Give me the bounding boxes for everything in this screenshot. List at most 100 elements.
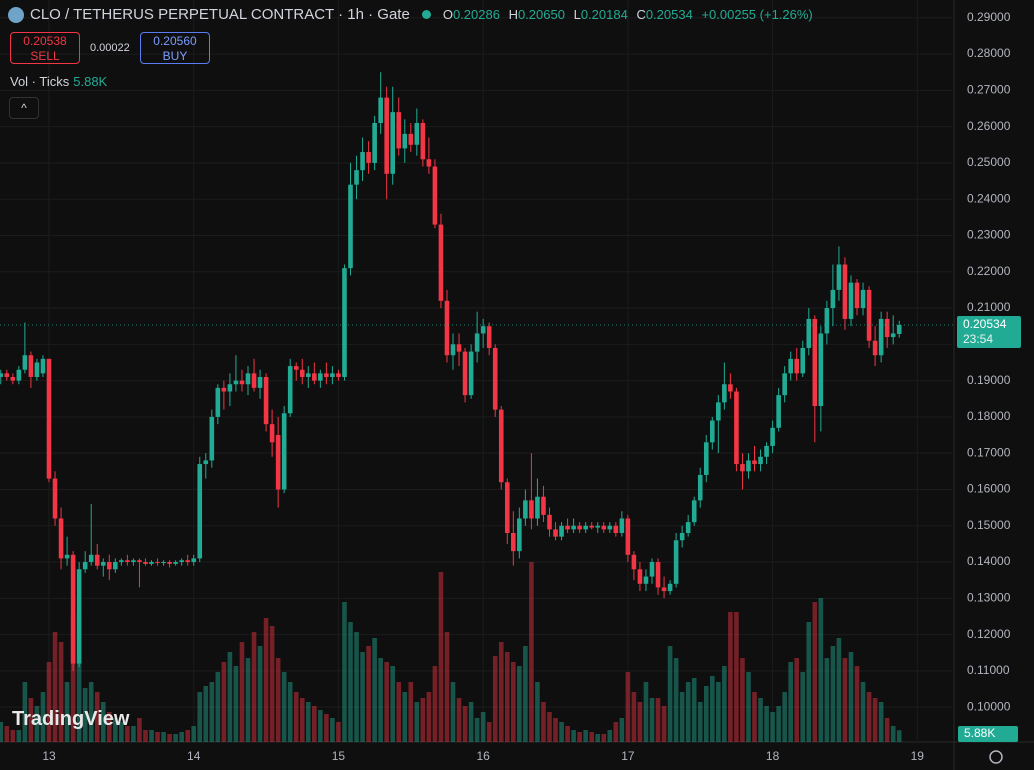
volume-bar bbox=[70, 618, 76, 742]
volume-bar bbox=[685, 682, 691, 742]
volume-bar bbox=[710, 676, 715, 742]
candle-body bbox=[88, 554, 94, 563]
candle-body bbox=[384, 97, 389, 174]
candle-body bbox=[565, 525, 570, 530]
candle-body bbox=[571, 525, 576, 530]
volume-bar bbox=[64, 682, 70, 742]
candle-body bbox=[46, 358, 52, 479]
candle-body bbox=[348, 184, 353, 269]
candle-body bbox=[517, 518, 522, 552]
volume-bar bbox=[348, 622, 353, 742]
volume-bar bbox=[619, 718, 625, 742]
volume-bar bbox=[354, 632, 359, 742]
volume-bar bbox=[52, 632, 58, 742]
volume-bar bbox=[842, 658, 848, 742]
x-tick-label: 15 bbox=[332, 749, 346, 763]
volume-bar bbox=[571, 730, 576, 742]
candle-body bbox=[511, 533, 516, 552]
volume-bar bbox=[462, 706, 468, 742]
volume-bar bbox=[185, 730, 190, 742]
volume-bar bbox=[884, 718, 890, 742]
candle-body bbox=[94, 554, 100, 566]
volume-bar bbox=[896, 730, 902, 742]
volume-bar bbox=[432, 666, 438, 742]
volume-bar bbox=[426, 692, 432, 742]
open-value: 0.20286 bbox=[452, 7, 500, 22]
volume-bar bbox=[565, 726, 570, 742]
candle-body bbox=[372, 123, 377, 163]
candle-body bbox=[818, 333, 824, 407]
y-tick-label: 0.29000 bbox=[967, 10, 1011, 24]
x-tick-label: 18 bbox=[766, 749, 780, 763]
candle-body bbox=[716, 402, 721, 421]
volume-bar bbox=[209, 682, 215, 742]
volume-bar bbox=[119, 722, 124, 742]
candle-body bbox=[305, 373, 311, 377]
x-tick-label: 17 bbox=[621, 749, 635, 763]
y-tick-label: 0.21000 bbox=[967, 300, 1011, 314]
candle-body bbox=[866, 289, 872, 341]
candle-body bbox=[251, 373, 257, 388]
y-tick-label: 0.25000 bbox=[967, 155, 1011, 169]
volume-bar bbox=[559, 722, 564, 742]
volume-bar bbox=[197, 692, 203, 742]
volume-bar bbox=[577, 732, 582, 742]
candle-body bbox=[710, 420, 715, 443]
volume-bar bbox=[125, 726, 130, 742]
volume-bar bbox=[28, 698, 34, 742]
symbol-title[interactable]: CLO / TETHERUS PERPETUAL CONTRACT · 1h ·… bbox=[30, 6, 410, 23]
volume-bar bbox=[486, 722, 492, 742]
candle-body bbox=[631, 554, 637, 570]
collapse-button[interactable]: ^ bbox=[9, 97, 39, 119]
volume-bar bbox=[22, 682, 28, 742]
volume-bar bbox=[878, 702, 884, 742]
candle-body bbox=[34, 362, 40, 377]
candle-body bbox=[782, 373, 787, 396]
volume-bar bbox=[764, 706, 769, 742]
buy-button[interactable]: 0.20560 BUY bbox=[140, 32, 210, 64]
volume-bar bbox=[269, 626, 275, 742]
sell-button[interactable]: 0.20538 SELL bbox=[10, 32, 80, 64]
volume-bar bbox=[854, 666, 860, 742]
x-tick-label: 14 bbox=[187, 749, 201, 763]
candle-body bbox=[239, 380, 245, 385]
buy-price: 0.20560 bbox=[153, 34, 197, 48]
candle-body bbox=[655, 562, 661, 588]
watermark: TradingView bbox=[12, 708, 130, 730]
candle-body bbox=[722, 384, 727, 403]
volume-bar bbox=[480, 712, 486, 742]
candle-body bbox=[125, 560, 130, 563]
volume-bar bbox=[667, 646, 673, 742]
volume-bar bbox=[372, 638, 377, 742]
volume-bar bbox=[396, 682, 402, 742]
volume-bar bbox=[450, 682, 456, 742]
volume-bar bbox=[734, 612, 739, 742]
sell-label: SELL bbox=[30, 49, 60, 63]
candle-body bbox=[0, 373, 4, 377]
candle-body bbox=[324, 373, 329, 377]
candle-body bbox=[836, 264, 842, 290]
candle-body bbox=[468, 351, 474, 396]
candle-body bbox=[173, 562, 178, 564]
volume-bar bbox=[770, 712, 775, 742]
candle-body bbox=[287, 366, 293, 414]
volume-bar bbox=[131, 726, 136, 742]
candle-body bbox=[601, 525, 607, 530]
candle-body bbox=[529, 500, 534, 519]
volume-bar bbox=[679, 692, 685, 742]
volume-bar bbox=[444, 632, 450, 742]
y-tick-label: 0.11000 bbox=[967, 663, 1010, 677]
volume-bar bbox=[438, 572, 444, 742]
symbol-icon bbox=[8, 6, 24, 23]
candle-body bbox=[691, 500, 697, 523]
candle-body bbox=[414, 123, 420, 145]
volume-bar bbox=[408, 682, 414, 742]
volume-bar bbox=[758, 698, 763, 742]
settings-icon bbox=[989, 750, 1003, 764]
candle-body bbox=[673, 540, 679, 584]
candle-body bbox=[76, 569, 82, 664]
candle-body bbox=[462, 351, 468, 396]
volume-bar bbox=[504, 652, 510, 742]
volume-legend: Vol · Ticks 5.88K bbox=[10, 74, 107, 89]
candle-body bbox=[746, 460, 751, 472]
